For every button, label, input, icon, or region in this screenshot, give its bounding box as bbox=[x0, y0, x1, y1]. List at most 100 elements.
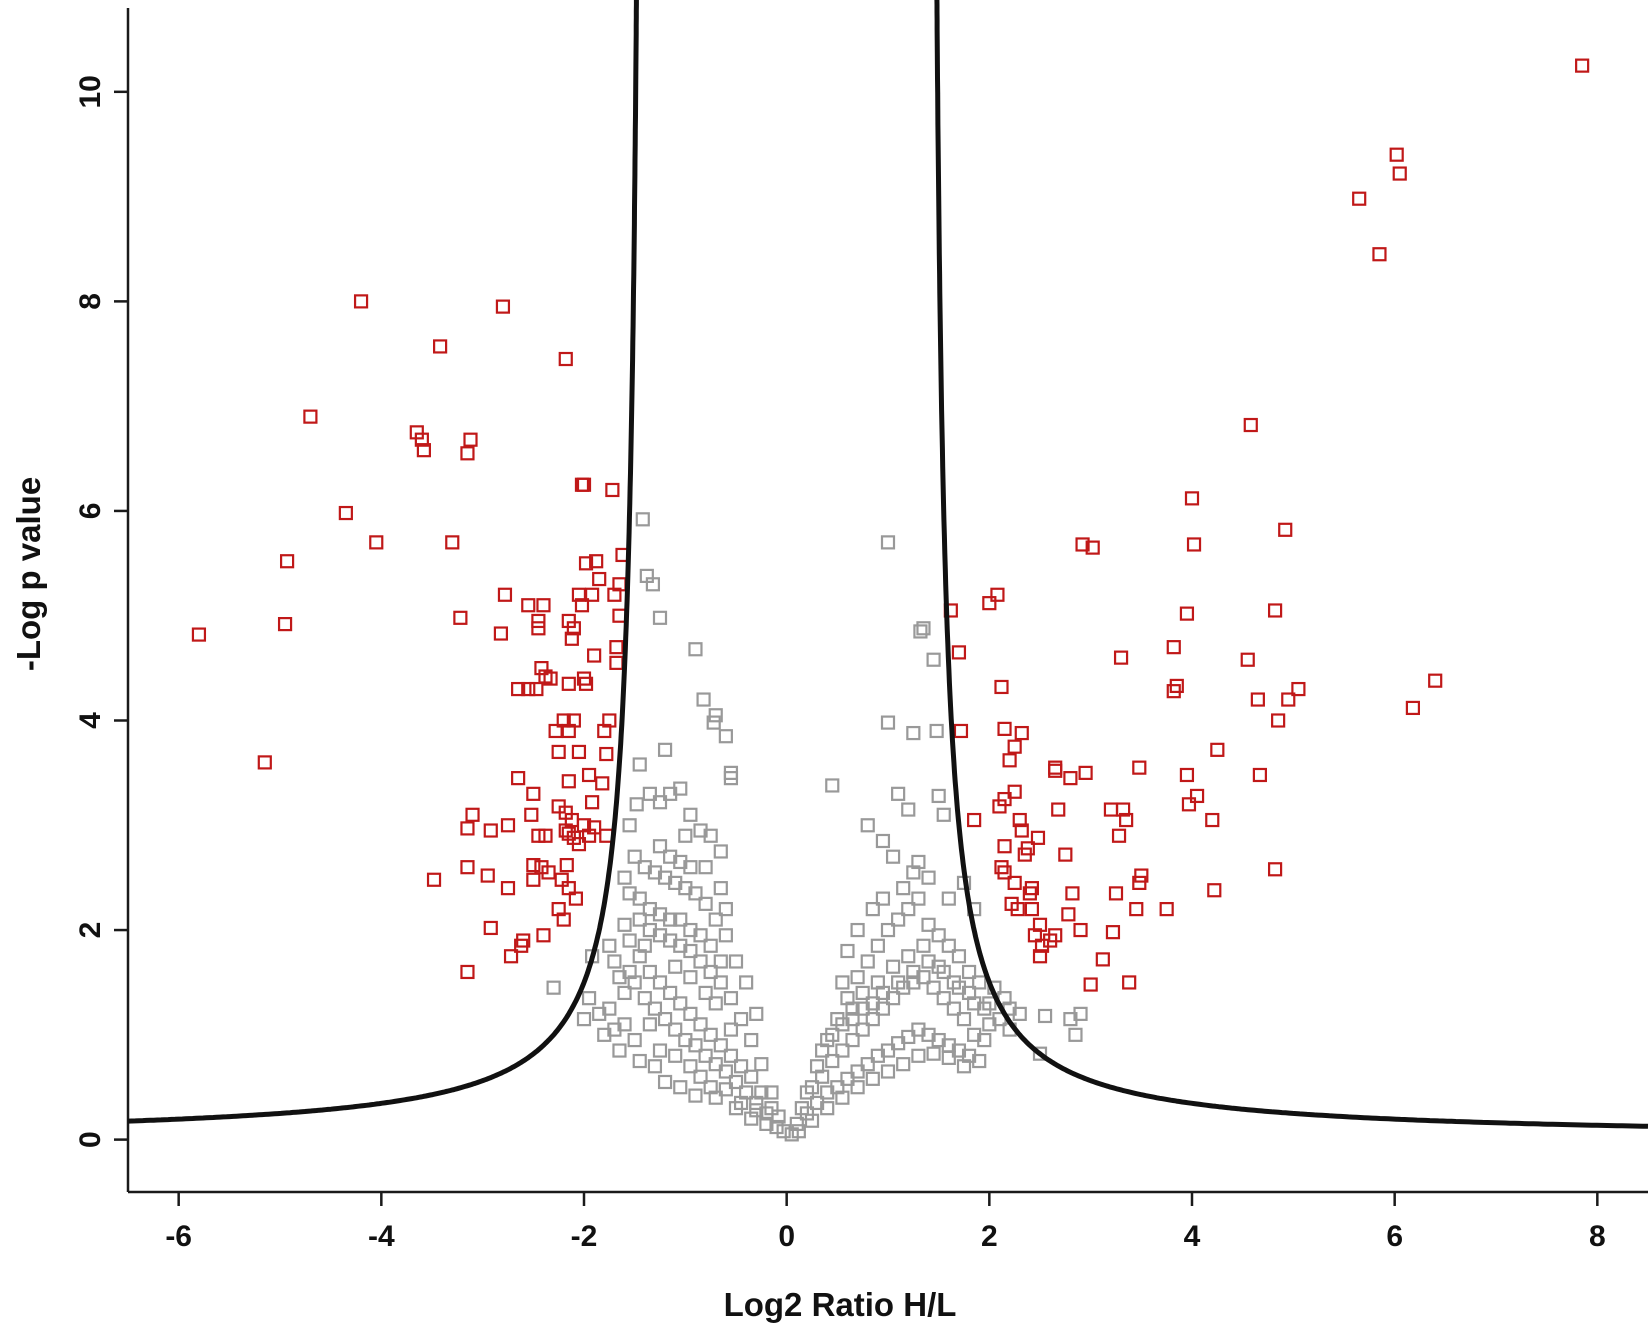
data-point-significant bbox=[1024, 901, 1039, 917]
data-point-not-significant bbox=[546, 980, 561, 995]
data-point-not-significant bbox=[759, 1116, 774, 1131]
data-point-not-significant bbox=[891, 975, 906, 990]
data-point-not-significant bbox=[668, 1022, 683, 1037]
data-point-not-significant bbox=[627, 1032, 642, 1048]
data-point-not-significant bbox=[845, 1012, 860, 1027]
data-point-not-significant bbox=[693, 928, 708, 943]
data-point-significant bbox=[1271, 713, 1286, 728]
data-point-significant bbox=[566, 713, 581, 728]
data-point-significant bbox=[1129, 901, 1144, 917]
data-point-not-significant bbox=[860, 954, 875, 969]
data-point-not-significant bbox=[693, 1017, 708, 1032]
data-point-not-significant bbox=[688, 1088, 703, 1103]
data-point-significant bbox=[529, 681, 544, 697]
data-point-not-significant bbox=[663, 912, 678, 927]
data-point-not-significant bbox=[718, 1082, 733, 1097]
data-point-not-significant bbox=[850, 970, 865, 985]
data-point-not-significant bbox=[683, 970, 698, 985]
data-point-significant bbox=[279, 554, 295, 569]
data-point-not-significant bbox=[885, 849, 901, 864]
data-point-not-significant bbox=[744, 1069, 759, 1084]
data-point-significant bbox=[1179, 767, 1195, 783]
data-point-not-significant bbox=[673, 1080, 688, 1095]
data-point-significant bbox=[1007, 875, 1022, 891]
data-point-significant bbox=[564, 631, 579, 646]
x-tick-label: 4 bbox=[1184, 1220, 1201, 1253]
data-point-not-significant bbox=[645, 577, 661, 592]
data-point-not-significant bbox=[764, 1101, 779, 1116]
data-point-not-significant bbox=[678, 828, 693, 843]
data-point-significant bbox=[277, 616, 293, 632]
data-point-significant bbox=[480, 868, 495, 883]
data-point-not-significant bbox=[926, 652, 941, 667]
data-point-significant bbox=[1205, 812, 1220, 828]
data-point-not-significant bbox=[718, 729, 733, 744]
data-point-significant bbox=[1061, 907, 1076, 922]
data-point-not-significant bbox=[607, 954, 622, 969]
data-point-significant bbox=[433, 339, 448, 354]
data-point-not-significant bbox=[891, 786, 906, 801]
data-point-significant bbox=[257, 755, 272, 770]
data-point-significant bbox=[426, 872, 442, 887]
data-point-significant bbox=[1083, 977, 1098, 992]
data-point-not-significant bbox=[652, 795, 668, 810]
data-point-significant bbox=[1065, 886, 1080, 901]
data-point-significant bbox=[997, 721, 1012, 736]
data-point-not-significant bbox=[896, 881, 911, 896]
data-point-not-significant bbox=[602, 1001, 617, 1016]
data-point-not-significant bbox=[850, 1064, 865, 1079]
data-point-significant bbox=[592, 571, 607, 587]
data-point-not-significant bbox=[632, 891, 647, 906]
data-point-not-significant bbox=[647, 1059, 663, 1074]
data-point-significant bbox=[1575, 58, 1590, 73]
data-point-significant bbox=[1252, 767, 1267, 783]
data-point-not-significant bbox=[642, 964, 657, 980]
data-point-significant bbox=[369, 535, 384, 550]
data-point-significant bbox=[1111, 828, 1127, 843]
data-point-significant bbox=[1278, 522, 1293, 537]
data-point-significant bbox=[1030, 830, 1046, 845]
data-point-not-significant bbox=[713, 844, 728, 859]
y-tick-label: 0 bbox=[74, 1131, 107, 1148]
data-point-not-significant bbox=[657, 742, 673, 757]
data-point-significant bbox=[1113, 650, 1129, 665]
data-point-significant bbox=[997, 865, 1012, 880]
data-point-not-significant bbox=[713, 975, 728, 990]
data-point-significant bbox=[559, 857, 574, 873]
data-point-not-significant bbox=[865, 901, 880, 917]
data-point-significant bbox=[1085, 540, 1100, 555]
data-point-not-significant bbox=[835, 1043, 850, 1058]
data-point-significant bbox=[997, 839, 1012, 854]
data-point-not-significant bbox=[652, 1043, 668, 1058]
data-point-not-significant bbox=[977, 1032, 992, 1048]
data-point-significant bbox=[524, 807, 539, 822]
data-point-significant bbox=[1267, 603, 1283, 618]
data-point-not-significant bbox=[921, 954, 936, 969]
data-point-not-significant bbox=[961, 964, 977, 980]
data-point-not-significant bbox=[850, 1080, 865, 1095]
data-point-not-significant bbox=[693, 1069, 708, 1084]
data-point-significant bbox=[576, 477, 592, 492]
data-point-not-significant bbox=[698, 860, 713, 875]
data-point-not-significant bbox=[951, 980, 967, 995]
data-point-significant bbox=[1073, 922, 1088, 938]
data-point-significant bbox=[1132, 875, 1147, 891]
data-point-not-significant bbox=[921, 917, 936, 932]
data-point-significant bbox=[534, 661, 549, 676]
data-point-not-significant bbox=[673, 781, 688, 796]
data-point-significant bbox=[1115, 802, 1131, 817]
data-point-not-significant bbox=[860, 818, 875, 833]
data-point-not-significant bbox=[733, 1095, 749, 1111]
data-point-not-significant bbox=[706, 715, 721, 730]
data-point-not-significant bbox=[1032, 1046, 1048, 1061]
data-point-significant bbox=[994, 679, 1009, 695]
data-point-not-significant bbox=[860, 1057, 875, 1072]
data-point-significant bbox=[1007, 784, 1022, 799]
data-point-not-significant bbox=[683, 807, 698, 822]
data-point-significant bbox=[1291, 681, 1306, 697]
data-point-not-significant bbox=[693, 954, 708, 969]
data-point-not-significant bbox=[749, 1103, 764, 1118]
data-point-not-significant bbox=[723, 991, 739, 1006]
data-point-not-significant bbox=[642, 1017, 657, 1032]
